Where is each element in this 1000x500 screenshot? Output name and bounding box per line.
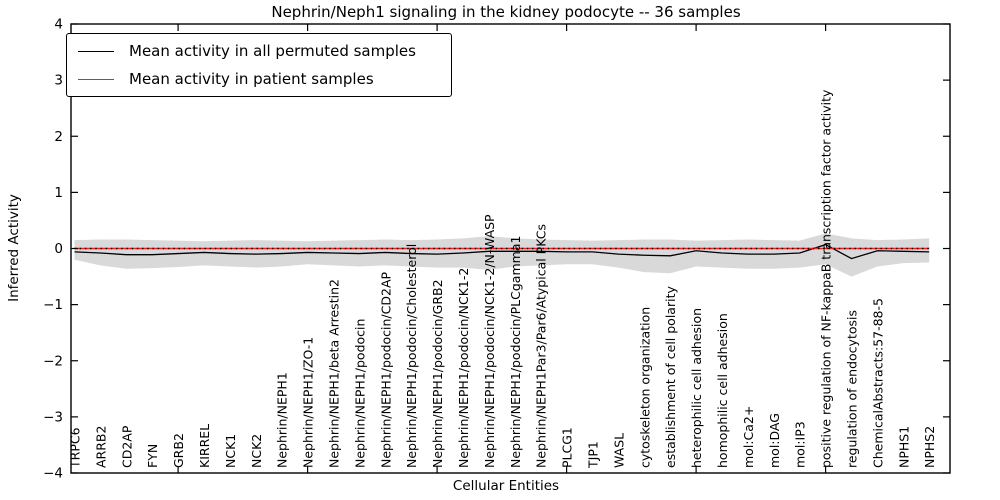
x-entity-label: Nephrin/NEPH1 [275, 372, 290, 468]
x-entity-label: NPHS1 [896, 426, 911, 468]
x-entity-label: mol:Ca2+ [741, 406, 756, 468]
legend-label: Mean activity in all permuted samples [129, 42, 416, 60]
y-tick-label: 0 [54, 241, 63, 257]
legend-item: Mean activity in all permuted samples [67, 42, 451, 60]
y-axis-label: Inferred Activity [6, 194, 22, 302]
x-entity-label: NCK1 [223, 434, 238, 468]
y-tick-label: 2 [54, 129, 63, 145]
x-entity-label: WASL [611, 433, 626, 468]
legend: Mean activity in all permuted samples Me… [66, 33, 452, 97]
x-entity-label: PLCG1 [560, 427, 575, 468]
x-entity-label: Nephrin/NEPH1/podocin/GRB2 [430, 279, 445, 468]
x-entity-label: positive regulation of NF-kappaB transcr… [819, 89, 834, 468]
x-axis-label: Cellular Entities [452, 478, 560, 494]
x-entity-label: Nephrin/NEPH1/ZO-1 [301, 337, 316, 468]
permuted-range-band [74, 233, 930, 277]
x-entity-label: NPHS2 [922, 426, 937, 468]
x-entity-label: establishment of cell polarity [663, 286, 678, 468]
x-entity-label: regulation of endocytosis [845, 310, 860, 468]
x-entity-label: Nephrin/NEPH1/podocin/NCK1-2/N-WASP [482, 214, 497, 468]
legend-label: Mean activity in patient samples [129, 70, 374, 88]
x-entity-label: FYN [145, 444, 160, 468]
permuted-mean-line [74, 243, 930, 260]
chart-title: Nephrin/Neph1 signaling in the kidney po… [271, 3, 741, 21]
x-entity-label: CD2AP [119, 425, 134, 468]
x-entity-label: Nephrin/NEPH1/podocin/Cholesterol [404, 244, 419, 468]
y-tick-label: −2 [43, 353, 63, 369]
x-entity-label: TJP1 [586, 441, 601, 469]
x-entity-label: Nephrin/NEPH1/podocin/PLCgamma1 [508, 236, 523, 468]
y-tick-label: −4 [43, 466, 63, 482]
x-entity-label: KIRREL [197, 424, 212, 468]
y-tick-label: −3 [43, 409, 63, 425]
x-entity-label: mol:DAG [767, 413, 782, 468]
patient-line-swatch-icon [78, 78, 114, 80]
x-entity-label: Nephrin/NEPH1/podocin/CD2AP [378, 272, 393, 468]
x-entity-label: Nephrin/NEPH1/beta Arrestin2 [327, 279, 342, 468]
x-entity-label: ChemicalAbstracts:57-88-5 [870, 298, 885, 468]
y-tick-label: 3 [54, 73, 63, 89]
x-entity-label: TRPC6 [68, 427, 83, 469]
y-tick-label: 1 [54, 185, 63, 201]
permuted-line-swatch-icon [78, 50, 114, 52]
x-entity-label: NCK2 [249, 434, 264, 468]
legend-item: Mean activity in patient samples [67, 70, 451, 88]
y-tick-label: 4 [54, 17, 63, 33]
x-entity-label: cytoskeleton organization [637, 307, 652, 468]
y-tick-label: −1 [43, 297, 63, 313]
x-entity-label: GRB2 [171, 433, 186, 468]
x-entity-label: Nephrin/NEPH1/podocin [352, 319, 367, 468]
x-entity-label: mol:IP3 [793, 421, 808, 468]
x-entity-label: Nephrin/NEPH1/podocin/NCK1-2 [456, 268, 471, 468]
x-entity-label: homophilic cell adhesion [715, 313, 730, 468]
x-entity-label: ARRB2 [93, 426, 108, 468]
x-entity-label: Nephrin/NEPH1Par3/Par6/Atypical PKCs [534, 224, 549, 468]
x-entity-label: heterophilic cell adhesion [689, 308, 704, 468]
